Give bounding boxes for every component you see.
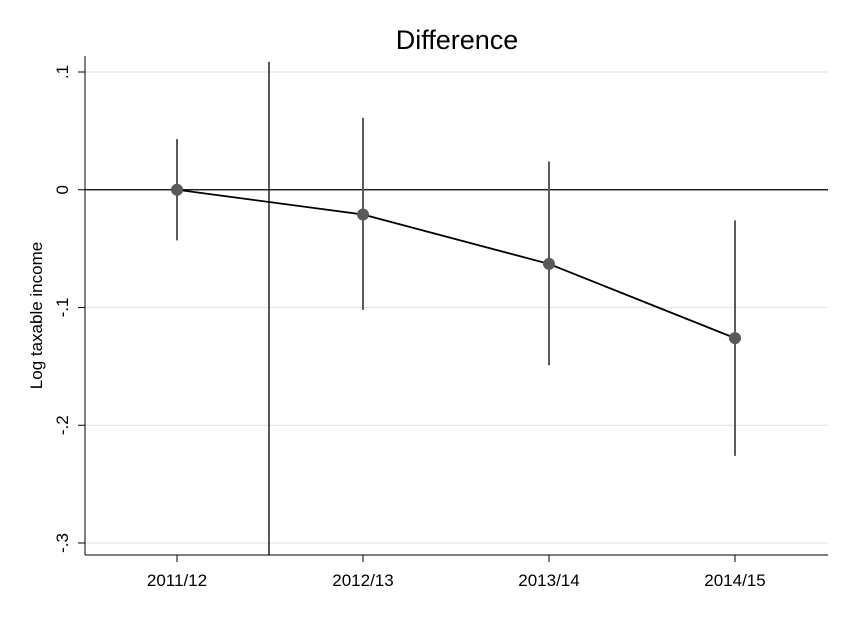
data-points — [171, 183, 741, 345]
y-tick-label: -.3 — [53, 533, 72, 553]
y-tick-label: .1 — [53, 65, 72, 79]
y-tick-label: -.1 — [53, 298, 72, 318]
y-tick-labels: .1 0 -.1 -.2 -.3 — [53, 65, 72, 553]
series-line — [176, 188, 736, 339]
data-point — [543, 257, 555, 270]
y-tick-label: -.2 — [53, 415, 72, 435]
reference-lines — [85, 62, 828, 555]
x-tick-label: 2011/12 — [147, 571, 207, 590]
data-point — [171, 183, 183, 196]
data-point — [729, 332, 741, 345]
chart-title: Difference — [396, 25, 519, 55]
x-tick-label: 2012/13 — [332, 571, 393, 590]
data-point — [357, 208, 369, 221]
axes — [78, 56, 828, 562]
x-tick-label: 2013/14 — [518, 571, 579, 590]
x-tick-labels: 2011/12 2012/13 2013/14 2014/15 — [147, 571, 766, 590]
series-line-path — [176, 188, 736, 339]
x-tick-label: 2014/15 — [704, 571, 765, 590]
y-tick-label: 0 — [53, 185, 72, 194]
y-axis-label: Log taxable income — [27, 242, 46, 389]
